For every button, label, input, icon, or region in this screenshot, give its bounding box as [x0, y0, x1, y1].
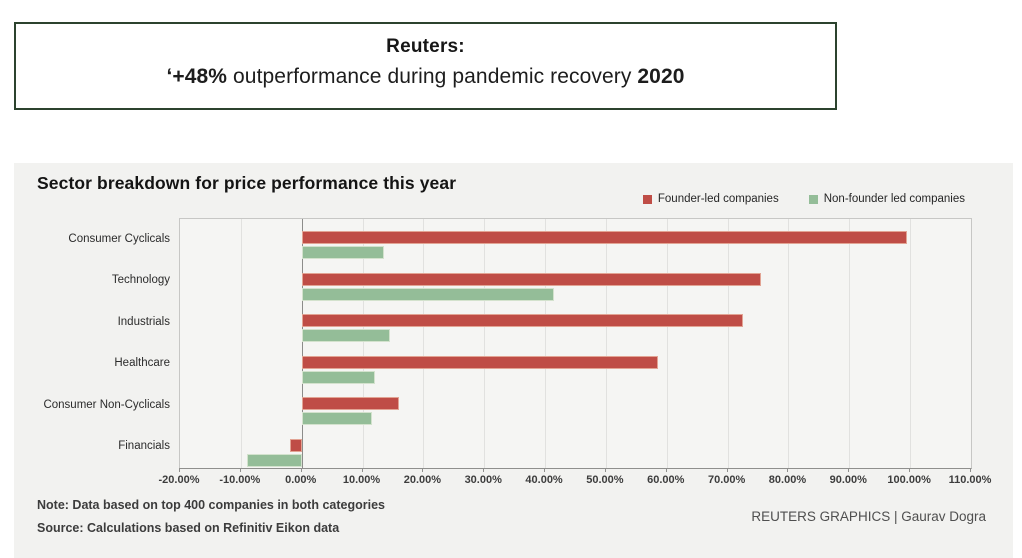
non-founder-bar	[301, 287, 555, 301]
category-label: Financials	[118, 440, 170, 453]
x-tick-mark	[909, 468, 911, 472]
founder-led-bar	[301, 397, 400, 410]
plot-area	[179, 218, 972, 469]
x-tick-mark	[665, 468, 667, 472]
chart-panel: Sector breakdown for price performance t…	[14, 163, 1013, 558]
founder-led-bar	[301, 272, 762, 286]
quote-highlight-year: 2020	[637, 65, 685, 88]
x-tick-label: 20.00%	[403, 474, 442, 486]
x-tick-mark	[300, 468, 302, 472]
founder-led-bar	[289, 438, 302, 452]
gridline	[362, 219, 364, 468]
gridline	[240, 219, 242, 468]
non-founder-bar	[301, 412, 372, 425]
category-axis-labels: Consumer Cyclicals Technology Industrials H…	[14, 218, 170, 467]
graphics-credit: REUTERS GRAPHICS | Gaurav Dogra	[751, 509, 986, 524]
non-founder-bar	[301, 370, 375, 384]
quote-text: ‘+48% outperformance during pandemic rec…	[16, 65, 835, 89]
x-tick-label: 50.00%	[586, 474, 624, 486]
gridline	[727, 219, 729, 468]
non-founder-bar	[301, 329, 390, 342]
quote-highlight-start: ‘+48%	[166, 65, 228, 88]
x-tick-label: -20.00%	[158, 474, 200, 486]
x-tick-mark	[544, 468, 546, 472]
gridline	[484, 219, 486, 468]
category-label: Industrials	[117, 315, 170, 328]
x-tick-label: 70.00%	[707, 474, 746, 486]
zero-axis-line	[301, 219, 303, 468]
category-label: Consumer Non-Cyclicals	[43, 398, 170, 411]
founder-led-bar	[301, 314, 743, 327]
x-tick-label: -10.00%	[219, 474, 261, 486]
x-tick-label: 10.00%	[342, 474, 381, 486]
x-tick-mark	[848, 468, 850, 472]
gridline	[605, 219, 607, 468]
x-tick-label: 90.00%	[829, 474, 867, 486]
legend-swatch-icon	[808, 194, 818, 204]
x-tick-mark	[483, 468, 485, 472]
x-tick-mark	[604, 468, 606, 472]
x-tick-mark	[361, 468, 363, 472]
x-tick-mark	[179, 468, 180, 472]
founder-led-bar	[301, 355, 658, 369]
gridline	[666, 219, 668, 468]
chart-source: Source: Calculations based on Refinitiv …	[37, 521, 340, 535]
x-tick-label: 100.00%	[887, 474, 931, 486]
gridline	[423, 219, 425, 468]
chart-legend: Founder-led companies Non-founder led com…	[642, 193, 965, 205]
chart-note: Note: Data based on top 400 companies in…	[37, 498, 385, 512]
x-tick-label: 60.00%	[647, 474, 685, 486]
quote-source-title: Reuters:	[386, 36, 465, 57]
founder-led-bar	[301, 231, 908, 244]
legend-label: Founder-led companies	[657, 193, 779, 205]
legend-item-non-founder: Non-founder led companies	[808, 193, 965, 205]
gridline	[545, 219, 547, 468]
legend-item-founder-led: Founder-led companies	[642, 193, 779, 205]
x-tick-mark	[422, 468, 424, 472]
gridline	[849, 219, 851, 468]
non-founder-bar	[246, 453, 302, 467]
category-label: Healthcare	[114, 357, 170, 370]
x-tick-label: 80.00%	[768, 474, 807, 486]
x-tick-mark	[787, 468, 789, 472]
x-tick-mark	[239, 468, 241, 472]
x-tick-label: 30.00%	[464, 474, 502, 486]
legend-swatch-icon	[642, 194, 652, 204]
gridline	[788, 219, 790, 468]
reuters-quote-box: Reuters: ‘+48% outperformance during pan…	[14, 22, 837, 110]
x-tick-label: 40.00%	[525, 474, 563, 486]
quote-body: outperformance during pandemic recovery	[227, 65, 638, 88]
gridline	[910, 219, 912, 468]
x-tick-label: 0.00%	[285, 474, 317, 486]
legend-label: Non-founder led companies	[823, 193, 965, 205]
non-founder-bar	[301, 246, 384, 259]
x-tick-label: 110.00%	[948, 474, 992, 486]
x-tick-mark	[726, 468, 728, 472]
category-label: Technology	[111, 274, 170, 287]
chart-title: Sector breakdown for price performance t…	[37, 173, 457, 193]
category-label: Consumer Cyclicals	[68, 232, 170, 245]
x-tick-mark	[970, 468, 971, 472]
